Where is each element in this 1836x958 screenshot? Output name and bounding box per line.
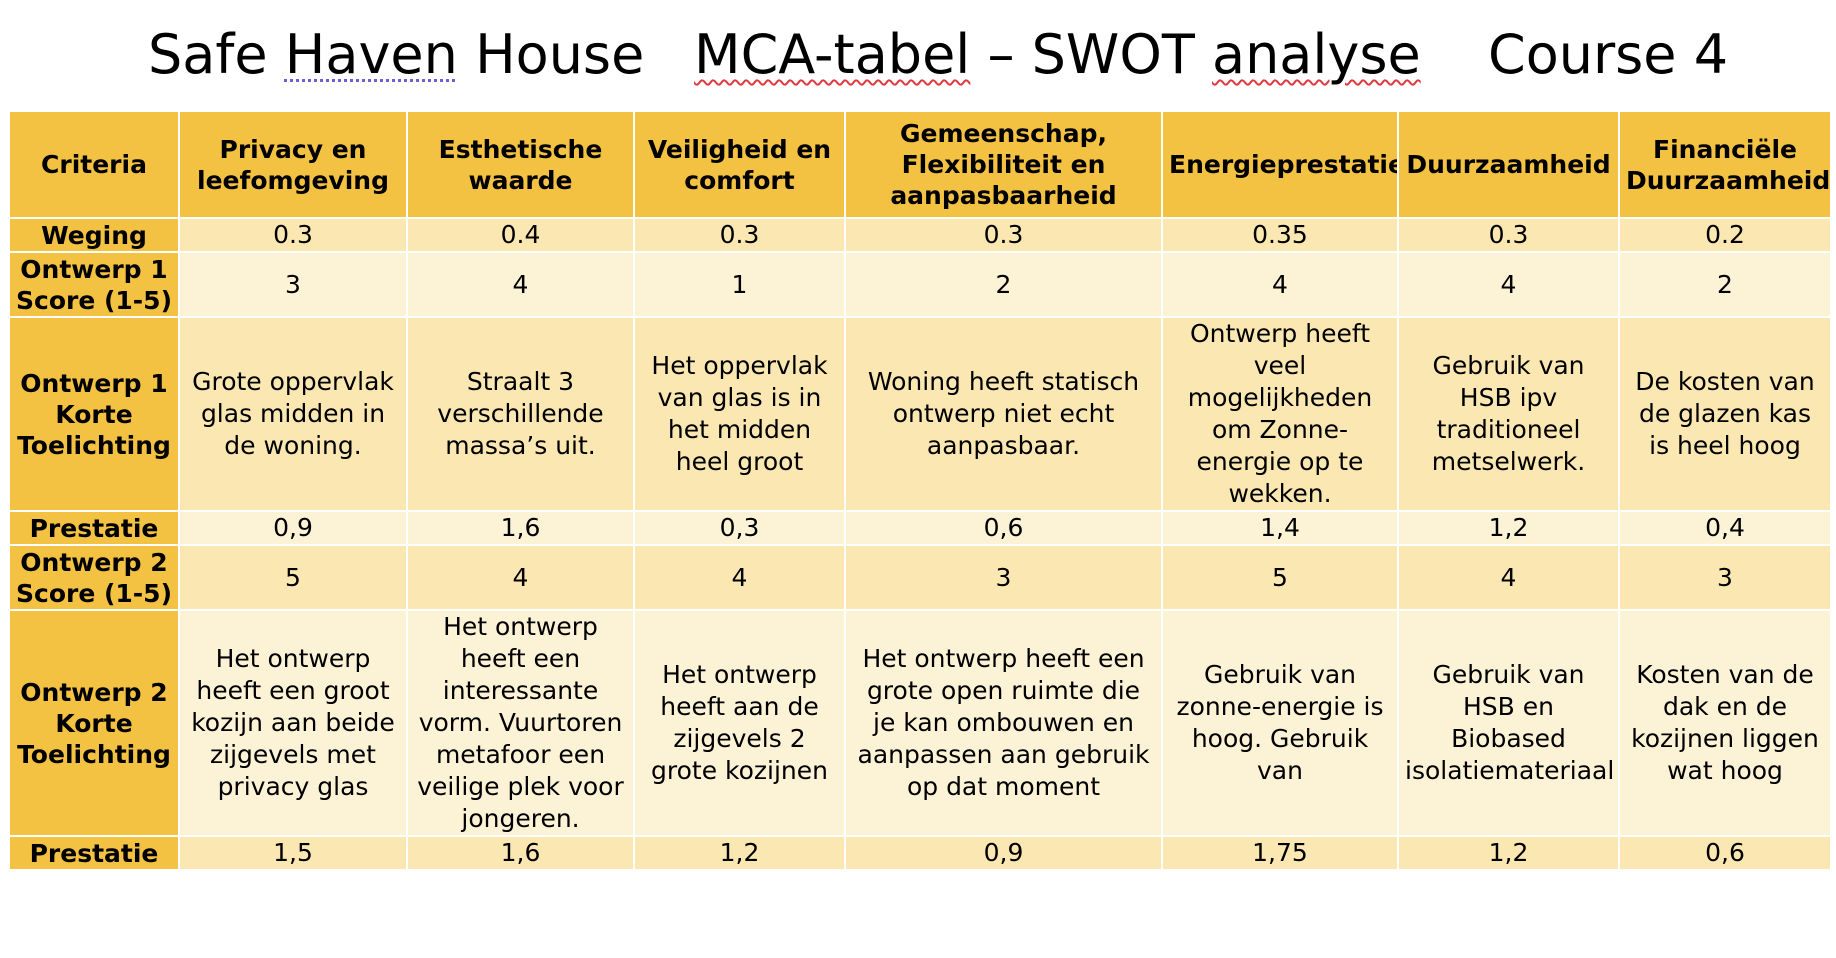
cell-ontwerp1-toelichting: Het oppervlak van glas is in het midden …	[633, 316, 846, 512]
title-word-analyse: analyse	[1211, 23, 1421, 86]
header-energieprestatie: Energieprestatie	[1161, 110, 1399, 219]
header-criteria: Criteria	[8, 110, 180, 219]
cell-ontwerp1-toelichting: Grote oppervlak glas midden in de woning…	[178, 316, 408, 512]
table-title: MCA-tabel – SWOT analyse	[694, 22, 1421, 88]
cell-ontwerp1-prestatie: 0,9	[178, 510, 408, 546]
cell-ontwerp1-prestatie: 0,6	[844, 510, 1163, 546]
cell-ontwerp2-prestatie: 0,9	[844, 835, 1163, 871]
cell-ontwerp1-score: 1	[633, 251, 846, 318]
course-label: Course 4	[1488, 23, 1729, 86]
cell-weging: 0.4	[406, 217, 635, 253]
cell-ontwerp1-score: 4	[1397, 251, 1620, 318]
header-financiele: Financiële Duurzaamheid	[1618, 110, 1832, 219]
row-ontwerp1-prestatie: Prestatie 0,9 1,6 0,3 0,6 1,4 1,2 0,4	[8, 510, 1832, 546]
row-label-weging: Weging	[8, 217, 180, 253]
cell-ontwerp2-prestatie: 1,75	[1161, 835, 1399, 871]
cell-ontwerp2-prestatie: 1,5	[178, 835, 408, 871]
cell-ontwerp1-toelichting: Straalt 3 verschillende massa’s uit.	[406, 316, 635, 512]
cell-ontwerp2-toelichting: Het ontwerp heeft een interessante vorm.…	[406, 609, 635, 837]
cell-ontwerp2-score: 3	[1618, 544, 1832, 611]
title-word-mca: MCA-tabel	[694, 23, 971, 86]
cell-ontwerp2-score: 5	[178, 544, 408, 611]
header-veiligheid: Veiligheid en comfort	[633, 110, 846, 219]
cell-ontwerp1-score: 2	[1618, 251, 1832, 318]
title-word-swot: – SWOT	[987, 23, 1195, 86]
cell-ontwerp2-score: 4	[406, 544, 635, 611]
row-label-ontwerp1-prestatie: Prestatie	[8, 510, 180, 546]
cell-weging: 0.3	[844, 217, 1163, 253]
row-ontwerp1-toelichting: Ontwerp 1 Korte Toelichting Grote opperv…	[8, 316, 1832, 512]
cell-weging: 0.35	[1161, 217, 1399, 253]
cell-ontwerp1-toelichting: Woning heeft statisch ontwerp niet echt …	[844, 316, 1163, 512]
cell-ontwerp2-prestatie: 1,2	[1397, 835, 1620, 871]
cell-ontwerp2-prestatie: 1,2	[633, 835, 846, 871]
header-esthetische: Esthetische waarde	[406, 110, 635, 219]
cell-ontwerp1-prestatie: 1,6	[406, 510, 635, 546]
cell-ontwerp2-score: 5	[1161, 544, 1399, 611]
cell-ontwerp2-score: 4	[633, 544, 846, 611]
cell-ontwerp2-toelichting: Gebruik van HSB en Biobased isolatiemate…	[1397, 609, 1620, 837]
cell-ontwerp1-prestatie: 1,2	[1397, 510, 1620, 546]
cell-ontwerp1-prestatie: 0,4	[1618, 510, 1832, 546]
cell-ontwerp2-score: 4	[1397, 544, 1620, 611]
title-word-house: House	[475, 23, 645, 86]
cell-ontwerp1-prestatie: 0,3	[633, 510, 846, 546]
row-ontwerp2-prestatie: Prestatie 1,5 1,6 1,2 0,9 1,75 1,2 0,6	[8, 835, 1832, 871]
cell-weging: 0.3	[178, 217, 408, 253]
cell-ontwerp1-toelichting: Gebruik van HSB ipv traditioneel metselw…	[1397, 316, 1620, 512]
row-label-ontwerp2-prestatie: Prestatie	[8, 835, 180, 871]
cell-ontwerp2-toelichting: Het ontwerp heeft een grote open ruimte …	[844, 609, 1163, 837]
title-word-haven: Haven	[284, 23, 458, 86]
cell-ontwerp2-score: 3	[844, 544, 1163, 611]
cell-weging: 0.3	[1397, 217, 1620, 253]
row-ontwerp1-score: Ontwerp 1 Score (1-5) 3 4 1 2 4 4 2	[8, 251, 1832, 318]
cell-ontwerp1-score: 4	[406, 251, 635, 318]
header-privacy: Privacy en leefomgeving	[178, 110, 408, 219]
cell-ontwerp2-prestatie: 1,6	[406, 835, 635, 871]
row-label-ontwerp1-score: Ontwerp 1 Score (1-5)	[8, 251, 180, 318]
cell-weging: 0.2	[1618, 217, 1832, 253]
title-word-safe: Safe	[148, 23, 268, 86]
header-duurzaamheid: Duurzaamheid	[1397, 110, 1620, 219]
cell-ontwerp2-prestatie: 0,6	[1618, 835, 1832, 871]
header-gemeenschap: Gemeenschap, Flexibiliteit en aanpasbaar…	[844, 110, 1163, 219]
mca-table: Criteria Privacy en leefomgeving Estheti…	[8, 110, 1832, 871]
cell-ontwerp1-toelichting: De kosten van de glazen kas is heel hoog	[1618, 316, 1832, 512]
row-ontwerp2-toelichting: Ontwerp 2 Korte Toelichting Het ontwerp …	[8, 609, 1832, 837]
cell-ontwerp1-toelichting: Ontwerp heeft veel mogelijkheden om Zonn…	[1161, 316, 1399, 512]
row-label-ontwerp1-toelichting: Ontwerp 1 Korte Toelichting	[8, 316, 180, 512]
cell-ontwerp2-toelichting: Kosten van de dak en de kozijnen liggen …	[1618, 609, 1832, 837]
cell-ontwerp2-toelichting: Het ontwerp heeft aan de zijgevels 2 gro…	[633, 609, 846, 837]
cell-ontwerp1-score: 2	[844, 251, 1163, 318]
row-ontwerp2-score: Ontwerp 2 Score (1-5) 5 4 4 3 5 4 3	[8, 544, 1832, 611]
row-label-ontwerp2-score: Ontwerp 2 Score (1-5)	[8, 544, 180, 611]
cell-ontwerp1-prestatie: 1,4	[1161, 510, 1399, 546]
row-weging: Weging 0.3 0.4 0.3 0.3 0.35 0.3 0.2	[8, 217, 1832, 253]
table-header-row: Criteria Privacy en leefomgeving Estheti…	[8, 110, 1832, 219]
row-label-ontwerp2-toelichting: Ontwerp 2 Korte Toelichting	[8, 609, 180, 837]
document-title: Safe Haven House	[148, 22, 644, 88]
cell-ontwerp1-score: 3	[178, 251, 408, 318]
cell-weging: 0.3	[633, 217, 846, 253]
cell-ontwerp1-score: 4	[1161, 251, 1399, 318]
cell-ontwerp2-toelichting: Gebruik van zonne-energie is hoog. Gebru…	[1161, 609, 1399, 837]
cell-ontwerp2-toelichting: Het ontwerp heeft een groot kozijn aan b…	[178, 609, 408, 837]
